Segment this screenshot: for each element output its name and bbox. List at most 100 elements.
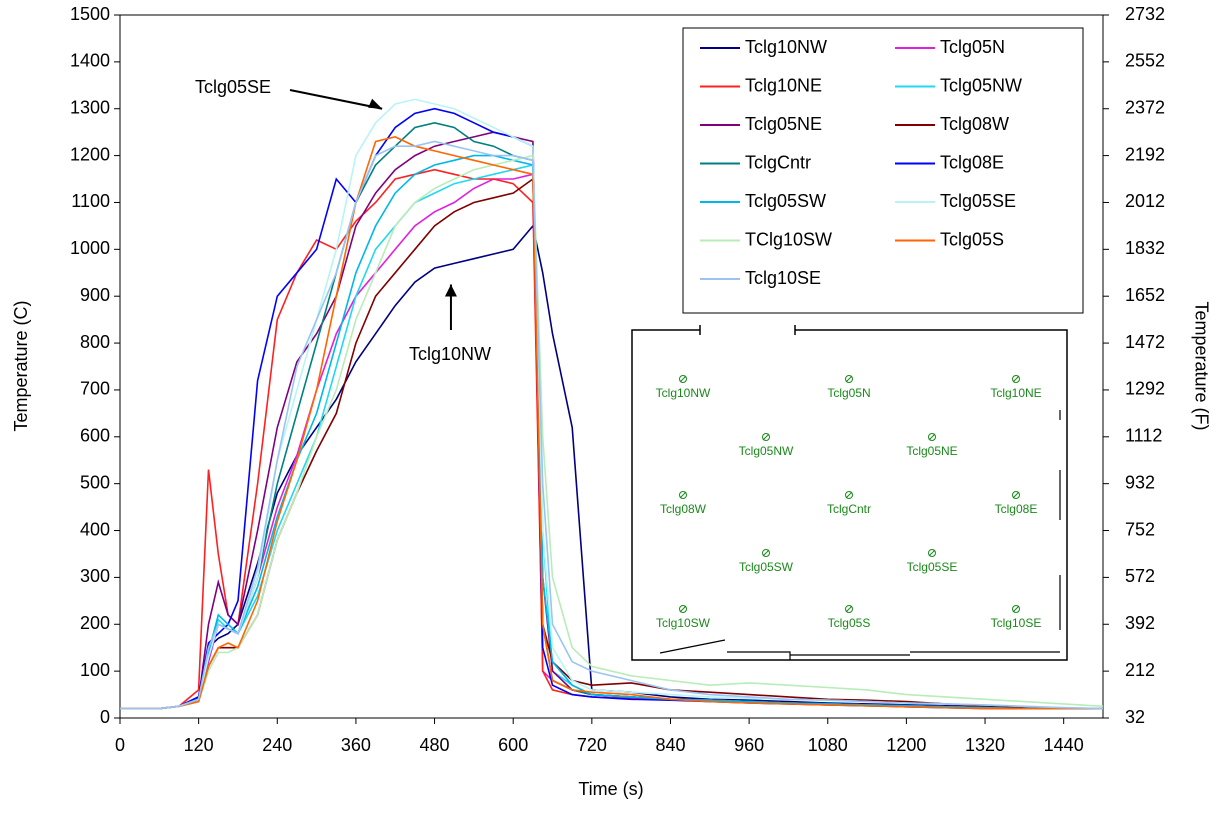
sensor-marker [1012,375,1020,383]
sensor-marker [845,491,853,499]
y-tick-label: 1400 [70,51,110,71]
y2-tick-label: 1832 [1125,238,1165,258]
sensor-marker [845,605,853,613]
x-tick-label: 0 [115,735,125,755]
y-tick-label: 1500 [70,4,110,24]
annotation-arrowhead [444,284,457,297]
sensor-label: Tclg05NW [739,444,794,458]
legend-label: TClg10SW [745,229,832,249]
sensor-marker-slash [1012,375,1020,383]
y2-tick-label: 392 [1125,613,1155,633]
sensor-marker [679,605,687,613]
sensor-label: TclgCntr [827,502,871,516]
sensor-marker [762,433,770,441]
series-line [120,154,1104,710]
legend-label: Tclg05NW [940,75,1022,95]
annotation-arrowhead [368,98,383,109]
sensor-marker-slash [1012,491,1020,499]
y-tick-label: 800 [80,332,110,352]
y2-tick-label: 1292 [1125,379,1165,399]
x-tick-label: 720 [577,735,607,755]
y-tick-label: 1000 [70,238,110,258]
y-tick-label: 500 [80,472,110,492]
y-tick-label: 100 [80,660,110,680]
y2-tick-label: 2732 [1125,4,1165,24]
y2-tick-label: 212 [1125,660,1155,680]
y2-tick-label: 1112 [1125,426,1162,446]
x-tick-label: 840 [655,735,685,755]
x-tick-label: 960 [734,735,764,755]
legend-label: Tclg05N [940,37,1005,57]
inset-walls [631,325,1068,661]
y-axis-label: Temperature (C) [11,300,31,431]
y2-tick-label: 2192 [1125,144,1165,164]
x-tick-label: 1320 [965,735,1005,755]
sensor-marker-slash [928,549,936,557]
annotation-text: Tclg10NW [409,344,491,364]
sensor-marker-slash [928,433,936,441]
y-tick-label: 700 [80,379,110,399]
x-tick-label: 480 [420,735,450,755]
sensor-marker-slash [762,549,770,557]
sensor-marker-slash [679,605,687,613]
y-tick-label: 600 [80,426,110,446]
y2-tick-label: 2552 [1125,51,1165,71]
y2-tick-label: 932 [1125,472,1155,492]
series-line [120,177,1103,710]
sensor-label: Tclg05N [827,386,870,400]
sensor-marker-slash [845,605,853,613]
sensor-label: Tclg05NE [906,444,957,458]
sensor-marker-slash [762,433,770,441]
annotation-arrow [289,89,383,110]
sensor-marker-slash [845,491,853,499]
y-tick-label: 900 [80,285,110,305]
legend-label: Tclg05S [940,229,1004,249]
x-tick-label: 600 [498,735,528,755]
y2-tick-label: 2372 [1125,97,1165,117]
series-line [120,140,1104,710]
x-tick-label: 1200 [886,735,926,755]
y-tick-label: 1300 [70,97,110,117]
annotation-text: Tclg05SE [195,77,271,97]
sensor-label: Tclg10SE [991,616,1042,630]
sensor-label: Tclg10NW [656,386,711,400]
y2-tick-label: 1472 [1125,332,1165,352]
inset-doors [659,410,1061,660]
y2-tick-label: 572 [1125,566,1155,586]
legend-label: Tclg05SE [940,191,1016,211]
sensor-marker-slash [1012,605,1020,613]
x-tick-label: 1080 [808,735,848,755]
legend-label: Tclg05SW [745,191,826,211]
y-tick-label: 1100 [71,191,110,211]
legend-box [682,27,1084,314]
x-axis-label: Time (s) [578,779,643,799]
legend-label: Tclg10SE [745,268,821,288]
sensor-marker [1012,605,1020,613]
sensor-label: Tclg08W [660,502,707,516]
sensor-marker-slash [679,491,687,499]
y2-tick-label: 1652 [1125,285,1165,305]
x-tick-label: 360 [341,735,371,755]
x-tick-label: 240 [262,735,292,755]
sensor-label: Tclg10SW [656,616,711,630]
sensor-marker [679,491,687,499]
legend-label: Tclg05NE [745,114,822,134]
x-tick-label: 1440 [1044,735,1084,755]
sensor-label: Tclg05S [828,616,871,630]
legend-label: Tclg10NW [745,37,827,57]
sensor-marker [762,549,770,557]
y2-tick-label: 752 [1125,519,1155,539]
sensor-label: Tclg05SW [739,560,794,574]
legend-label: Tclg10NE [745,75,822,95]
series-line [120,136,1103,710]
y-tick-label: 1200 [70,144,110,164]
legend-label: Tclg08E [940,152,1004,172]
series-line [120,154,1103,710]
legend-label: TclgCntr [745,152,811,172]
sensor-marker [928,433,936,441]
y2-tick-label: 32 [1125,707,1145,727]
series-line [120,224,1103,710]
y-tick-label: 0 [100,707,110,727]
sensor-marker [845,375,853,383]
